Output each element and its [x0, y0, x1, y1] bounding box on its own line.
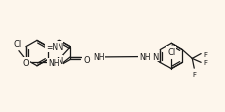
Text: N: N [151, 52, 158, 61]
Text: NH: NH [138, 53, 150, 61]
Text: Cl: Cl [14, 39, 22, 48]
Text: F: F [202, 51, 206, 57]
Text: NH: NH [48, 59, 59, 68]
Text: N: N [56, 43, 62, 52]
Text: F: F [191, 71, 195, 77]
Text: F: F [202, 60, 206, 66]
Text: N: N [56, 56, 62, 65]
Text: =N: =N [46, 43, 58, 52]
Text: O: O [22, 58, 29, 67]
Text: O: O [83, 55, 89, 64]
Text: NH: NH [92, 53, 104, 62]
Text: Cl: Cl [166, 48, 175, 56]
